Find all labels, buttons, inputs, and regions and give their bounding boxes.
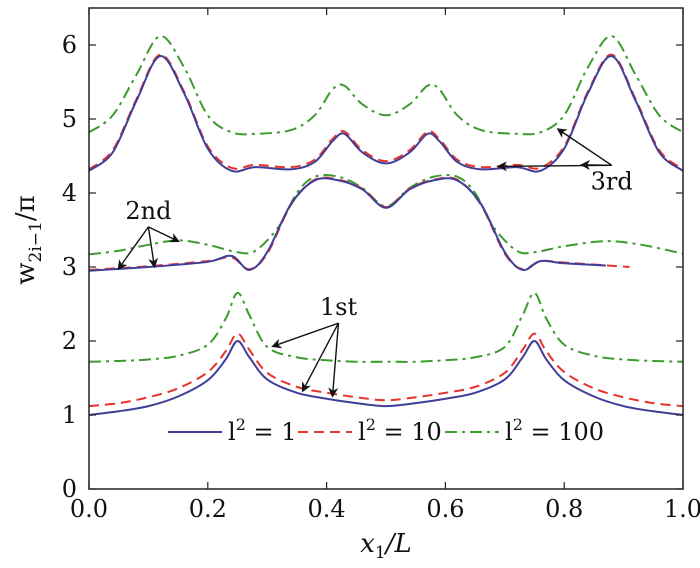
legend-sup: 2 [513,415,523,434]
y-axis-label: w2i−1/π [11,195,46,284]
annotation-arrow [117,226,149,271]
tick-layer: 0.0 0.2 0.4 0.6 0.8 1.0 0 1 2 3 4 5 6 [62,8,700,523]
y-tick-label: 5 [62,105,77,133]
legend-sup: 2 [366,415,376,434]
legend-item: l2 = 10 [298,415,442,446]
x-tick-label: 0.8 [545,495,583,523]
annotation-1st: 1st [320,293,358,321]
legend-sup: 2 [236,415,246,434]
annotation-arrow [301,322,340,393]
plot-frame [88,7,684,490]
annotation-arrow [148,226,180,243]
x-axis-label-sub: 1 [375,543,386,563]
x-axis-label-rest: /L [383,529,412,559]
series-line-l100_1st [88,291,684,363]
x-tick-label: 0.4 [308,495,346,523]
y-axis-label-rest: /π [11,195,41,221]
y-tick-label: 4 [62,179,77,207]
legend-label-l10: l2 = 10 [358,415,442,446]
annotation-arrow [271,322,339,349]
y-tick-label: 1 [62,401,77,429]
y-axis-label-main: w [11,262,41,284]
x-tick-label: 0.0 [70,495,108,523]
legend-label-l100: l2 = 100 [505,415,604,446]
legend-rest: = 1 [246,418,297,446]
x-tick-label: 0.6 [426,495,464,523]
legend-main: l [505,418,513,446]
y-tick-label: 6 [62,31,77,59]
annotations: 1st 2nd 3rd [117,128,633,398]
x-tick-label: 1.0 [664,495,700,523]
legend: l2 = 1 l2 = 10 l2 = 100 [168,415,604,446]
series-line-l1_3rd [88,55,684,173]
legend-rest: = 100 [523,418,604,446]
series-layer [88,35,684,416]
series-line-l10_3rd [88,53,684,171]
legend-main: l [228,418,236,446]
annotation-2nd: 2nd [125,197,171,225]
legend-main: l [358,418,366,446]
annotation-arrow [556,128,613,166]
legend-label-l1: l2 = 1 [228,415,297,446]
legend-item: l2 = 100 [445,415,604,446]
annotation-arrow [147,226,159,269]
x-axis-label: x1/L [360,529,412,563]
x-axis-label-main: x [360,529,375,559]
annotation-arrow [328,323,340,398]
legend-rest: = 10 [376,418,442,446]
series-line-l1_2nd [88,177,606,272]
x-tick-label: 0.2 [189,495,227,523]
series-line-l10_1st [88,332,684,408]
y-axis-label-sub: 2i−1 [26,221,46,262]
legend-item: l2 = 1 [168,415,297,446]
series-line-l1_1st [88,340,684,416]
y-tick-label: 2 [62,327,77,355]
y-tick-label: 3 [62,253,77,281]
y-tick-label: 0 [62,475,77,503]
series-line-l100_3rd [88,35,684,136]
annotation-3rd: 3rd [591,167,633,195]
